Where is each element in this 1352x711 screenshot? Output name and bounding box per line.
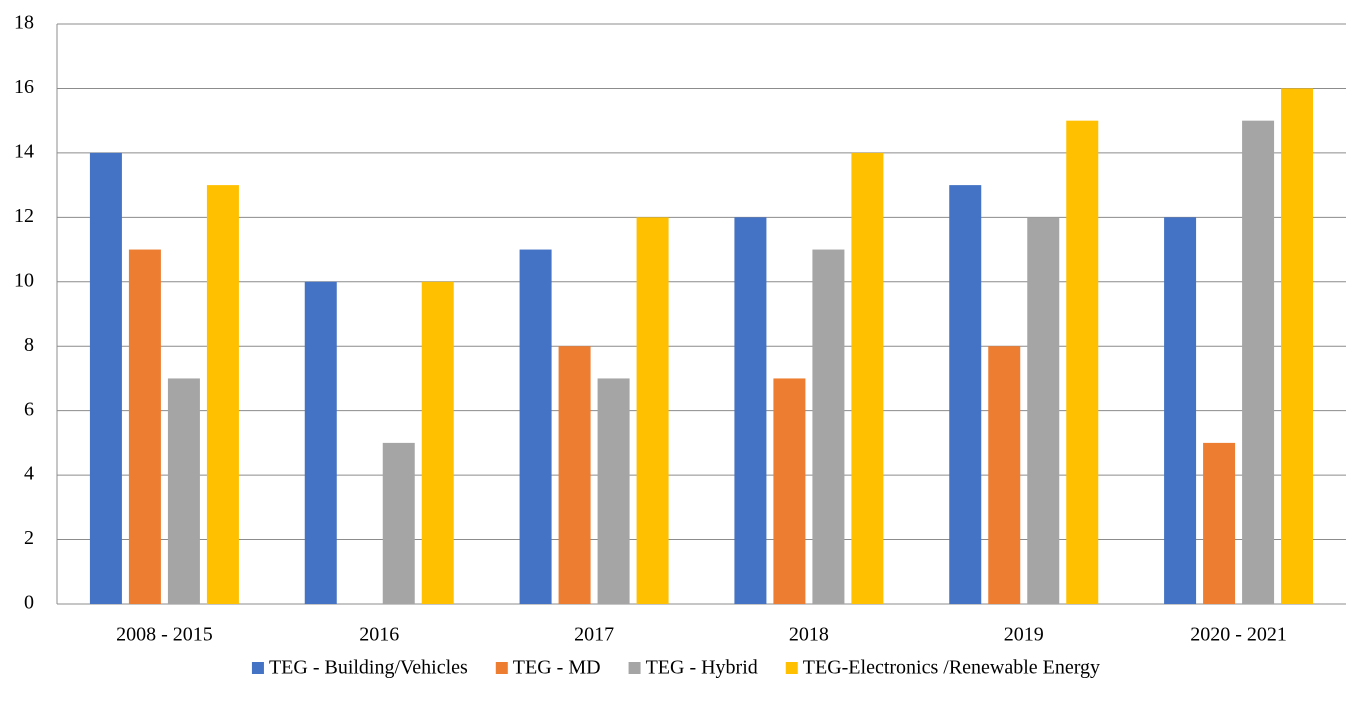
bar	[128, 249, 161, 605]
bar	[988, 346, 1021, 604]
x-tick-label: 2017	[574, 624, 614, 646]
legend-swatch	[495, 662, 508, 674]
bar	[1242, 120, 1275, 605]
y-tick-label: 8	[24, 334, 34, 356]
bar	[851, 152, 884, 604]
bar	[636, 217, 669, 605]
bar	[558, 346, 591, 604]
y-tick-label: 16	[14, 76, 34, 98]
bar	[382, 442, 415, 604]
legend-label: TEG - Building/Vehicles	[269, 657, 468, 679]
y-tick-label: 18	[14, 12, 34, 34]
x-tick-label: 2019	[1004, 624, 1044, 646]
legend-label: TEG - Hybrid	[646, 657, 758, 679]
legend-label: TEG - MD	[513, 657, 601, 679]
bar	[519, 249, 552, 605]
bar	[421, 281, 454, 604]
x-tick-label: 2020 - 2021	[1190, 624, 1287, 646]
bar	[1203, 442, 1236, 604]
y-tick-label: 2	[24, 527, 34, 549]
x-tick-label: 2018	[789, 624, 829, 646]
y-tick-label: 6	[24, 398, 34, 420]
y-tick-label: 12	[14, 205, 34, 227]
bar	[206, 185, 239, 604]
bar	[1027, 217, 1060, 605]
legend-swatch	[785, 662, 798, 674]
y-tick-label: 10	[14, 269, 34, 291]
bar	[949, 185, 982, 604]
bar	[167, 378, 200, 604]
bar	[773, 378, 806, 604]
x-tick-label: 2016	[359, 624, 399, 646]
x-tick-label: 2008 - 2015	[116, 624, 213, 646]
bar	[1066, 120, 1099, 605]
y-tick-label: 0	[24, 592, 34, 614]
bar	[89, 152, 122, 604]
legend-swatch	[251, 662, 264, 674]
legend-swatch	[628, 662, 641, 674]
legend-label: TEG-Electronics /Renewable Energy	[803, 657, 1100, 679]
bar	[597, 378, 630, 604]
bar	[1164, 217, 1197, 605]
y-tick-label: 14	[14, 140, 34, 162]
bar	[1281, 88, 1314, 604]
bar	[304, 281, 337, 604]
bar	[812, 249, 845, 605]
bar	[734, 217, 767, 605]
y-tick-label: 4	[24, 463, 34, 485]
